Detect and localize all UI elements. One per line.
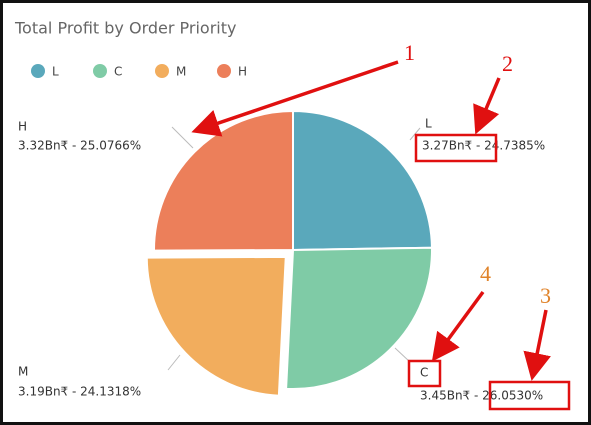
leader-line [394,347,411,363]
annotation: 1 [404,40,415,65]
slice-name: C [420,366,428,380]
annotation: 3 [540,283,551,308]
leader-line [167,354,181,371]
arrow [431,290,485,362]
slice-name: M [18,365,28,379]
slice-labels: L 3.27Bn₹ - 24.7385% C 3.45Bn₹ - 26.0530% M 3… [18,117,545,403]
pie [145,109,433,397]
annotation: 2 [502,51,513,76]
legend-swatch [217,64,231,78]
pie-slice [153,109,294,252]
slice-value: 3.19Bn₹ - 24.1318% [18,385,141,399]
highlight-box [488,380,571,411]
slice-value: 3.32Bn₹ - 25.0766% [18,139,141,153]
legend-label: L [52,65,59,79]
annotation: 4 [480,261,491,286]
highlight-box [407,359,442,388]
highlight-box [414,133,498,163]
pie-slice [145,255,287,397]
arrow [523,309,551,381]
legend-swatch [31,64,45,78]
legend-label: M [176,65,186,79]
legend-label: H [238,65,247,79]
legend-swatch [155,64,169,78]
slice-name: L [425,117,432,131]
legend-swatch [93,64,107,78]
leader-line [171,126,194,149]
slice-value: 3.45Bn₹ - 26.0530% [420,389,543,403]
arrow [473,77,501,135]
chart-title: Total Profit by Order Priority [14,19,236,38]
pie-slice [292,109,433,252]
slice-name: H [18,120,27,134]
legend-label: C [114,65,122,79]
slice-value: 3.27Bn₹ - 24.7385% [422,139,545,153]
highlight-boxes [407,133,571,411]
arrows [191,60,551,381]
pie-slice [285,246,433,390]
arrow [191,60,399,137]
